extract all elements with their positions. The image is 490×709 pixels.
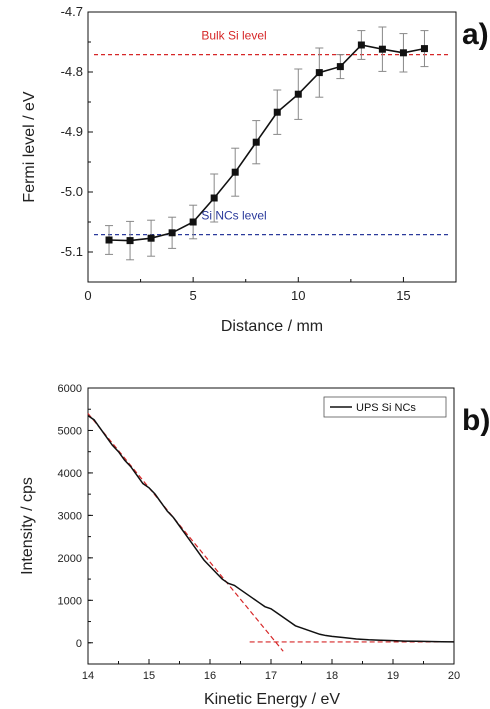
data-point	[147, 234, 155, 242]
panel-a: -4.7 -4.8 -4.9 -5.0 -5.1 0 5 10 15 Bulk Si leve…	[21, 4, 489, 335]
y-tick-label-b: 5000	[58, 425, 82, 437]
data-point	[189, 218, 197, 226]
series-b	[87, 414, 455, 643]
data-point	[378, 45, 386, 53]
y-axis-label-a: Fermi level / eV	[21, 91, 38, 202]
x-tick-label-b: 14	[82, 670, 94, 682]
series-a	[105, 26, 429, 261]
x-tick-label-a: 15	[396, 288, 410, 303]
x-tick-label-a: 10	[291, 288, 305, 303]
data-point	[420, 45, 428, 53]
data-point	[168, 229, 176, 237]
fit-line	[87, 413, 284, 652]
data-point	[252, 138, 260, 146]
data-point	[399, 49, 407, 57]
x-tick-label-b: 15	[143, 670, 155, 682]
panel-b: 0 1000 2000 3000 4000 5000 6000 14 15 16 17 18 19 20…	[19, 383, 490, 708]
plot-frame-b	[87, 387, 455, 665]
panel-label-a: a)	[462, 18, 489, 51]
legend-b: UPS Si NCs	[323, 396, 447, 418]
y-axis-b: 0 1000 2000 3000 4000 5000 6000	[58, 383, 93, 665]
legend-label: UPS Si NCs	[356, 402, 416, 414]
data-point	[357, 41, 365, 49]
y-tick-label-a: -4.9	[61, 124, 83, 139]
x-tick-label-b: 19	[387, 670, 399, 682]
panel-label-b: b)	[462, 404, 490, 437]
data-point	[105, 236, 113, 244]
y-tick-label-a: -4.7	[61, 4, 83, 19]
data-point	[210, 194, 218, 202]
legend-box	[323, 396, 447, 418]
y-tick-label-b: 3000	[58, 510, 82, 522]
data-point	[126, 237, 134, 245]
x-tick-label-a: 5	[190, 288, 197, 303]
reference-line-label: Si NCs level	[201, 209, 266, 223]
y-tick-label-b: 6000	[58, 383, 82, 395]
y-axis-label-b: Intensity / cps	[19, 477, 36, 575]
y-tick-label-a: -5.0	[61, 184, 83, 199]
y-tick-label-b: 0	[76, 638, 82, 650]
y-tick-label-b: 1000	[58, 595, 82, 607]
reference-line-label: Bulk Si level	[201, 29, 266, 43]
y-tick-label-a: -5.1	[61, 244, 83, 259]
x-tick-label-a: 0	[84, 288, 91, 303]
x-axis-label-a: Distance / mm	[221, 318, 323, 335]
plot-frame-a	[87, 11, 457, 283]
y-tick-label-b: 2000	[58, 553, 82, 565]
x-axis-b: 14 15 16 17 18 19 20	[82, 659, 460, 682]
x-tick-label-b: 17	[265, 670, 277, 682]
x-axis-label-b: Kinetic Energy / eV	[204, 691, 340, 708]
series-line	[87, 414, 455, 643]
data-point	[315, 69, 323, 77]
x-axis-a: 0 5 10 15	[84, 277, 411, 303]
x-tick-label-b: 16	[204, 670, 216, 682]
fit-lines-b	[87, 413, 454, 652]
y-tick-label-b: 4000	[58, 468, 82, 480]
x-tick-label-b: 20	[448, 670, 460, 682]
data-point	[273, 108, 281, 116]
x-tick-label-b: 18	[326, 670, 338, 682]
series-line	[109, 44, 425, 242]
data-point	[231, 168, 239, 176]
data-point	[294, 90, 302, 98]
y-axis-a: -4.7 -4.8 -4.9 -5.0 -5.1	[61, 4, 93, 283]
y-tick-label-a: -4.8	[61, 64, 83, 79]
reference-lines-a: Bulk Si level Si NCs level	[94, 29, 450, 236]
data-point	[336, 63, 344, 71]
